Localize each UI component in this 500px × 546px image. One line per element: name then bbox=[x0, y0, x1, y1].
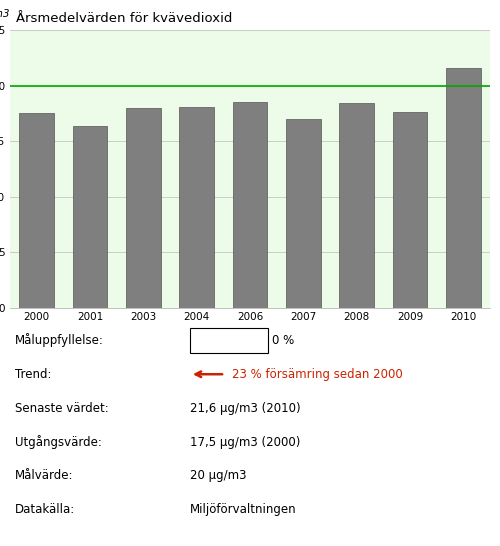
Bar bbox=[446, 68, 480, 308]
Text: Måluppfyllelse:: Måluppfyllelse: bbox=[15, 334, 104, 347]
Bar bbox=[190, 328, 268, 353]
Text: Datakälla:: Datakälla: bbox=[15, 503, 75, 517]
Text: Miljöförvaltningen: Miljöförvaltningen bbox=[190, 503, 296, 517]
Text: 23 % försämring sedan 2000: 23 % försämring sedan 2000 bbox=[232, 368, 403, 381]
Text: Trend:: Trend: bbox=[15, 368, 52, 381]
Text: µg/m3: µg/m3 bbox=[0, 9, 10, 19]
Text: Årsmedelvärden för kvävedioxid: Årsmedelvärden för kvävedioxid bbox=[16, 12, 232, 25]
Text: 0 %: 0 % bbox=[272, 334, 295, 347]
Bar bbox=[126, 108, 160, 308]
Text: Senaste värdet:: Senaste värdet: bbox=[15, 402, 109, 414]
Bar bbox=[72, 126, 108, 308]
Text: 17,5 µg/m3 (2000): 17,5 µg/m3 (2000) bbox=[190, 436, 300, 449]
Bar bbox=[232, 102, 268, 308]
Bar bbox=[392, 112, 428, 308]
Bar bbox=[180, 106, 214, 308]
Text: 20 µg/m3: 20 µg/m3 bbox=[190, 470, 246, 483]
Text: Utgångsvärde:: Utgångsvärde: bbox=[15, 435, 102, 449]
Bar bbox=[286, 119, 320, 308]
Text: Målvärde:: Målvärde: bbox=[15, 470, 74, 483]
Text: 21,6 µg/m3 (2010): 21,6 µg/m3 (2010) bbox=[190, 402, 300, 414]
Bar bbox=[20, 114, 54, 308]
Bar bbox=[340, 103, 374, 308]
